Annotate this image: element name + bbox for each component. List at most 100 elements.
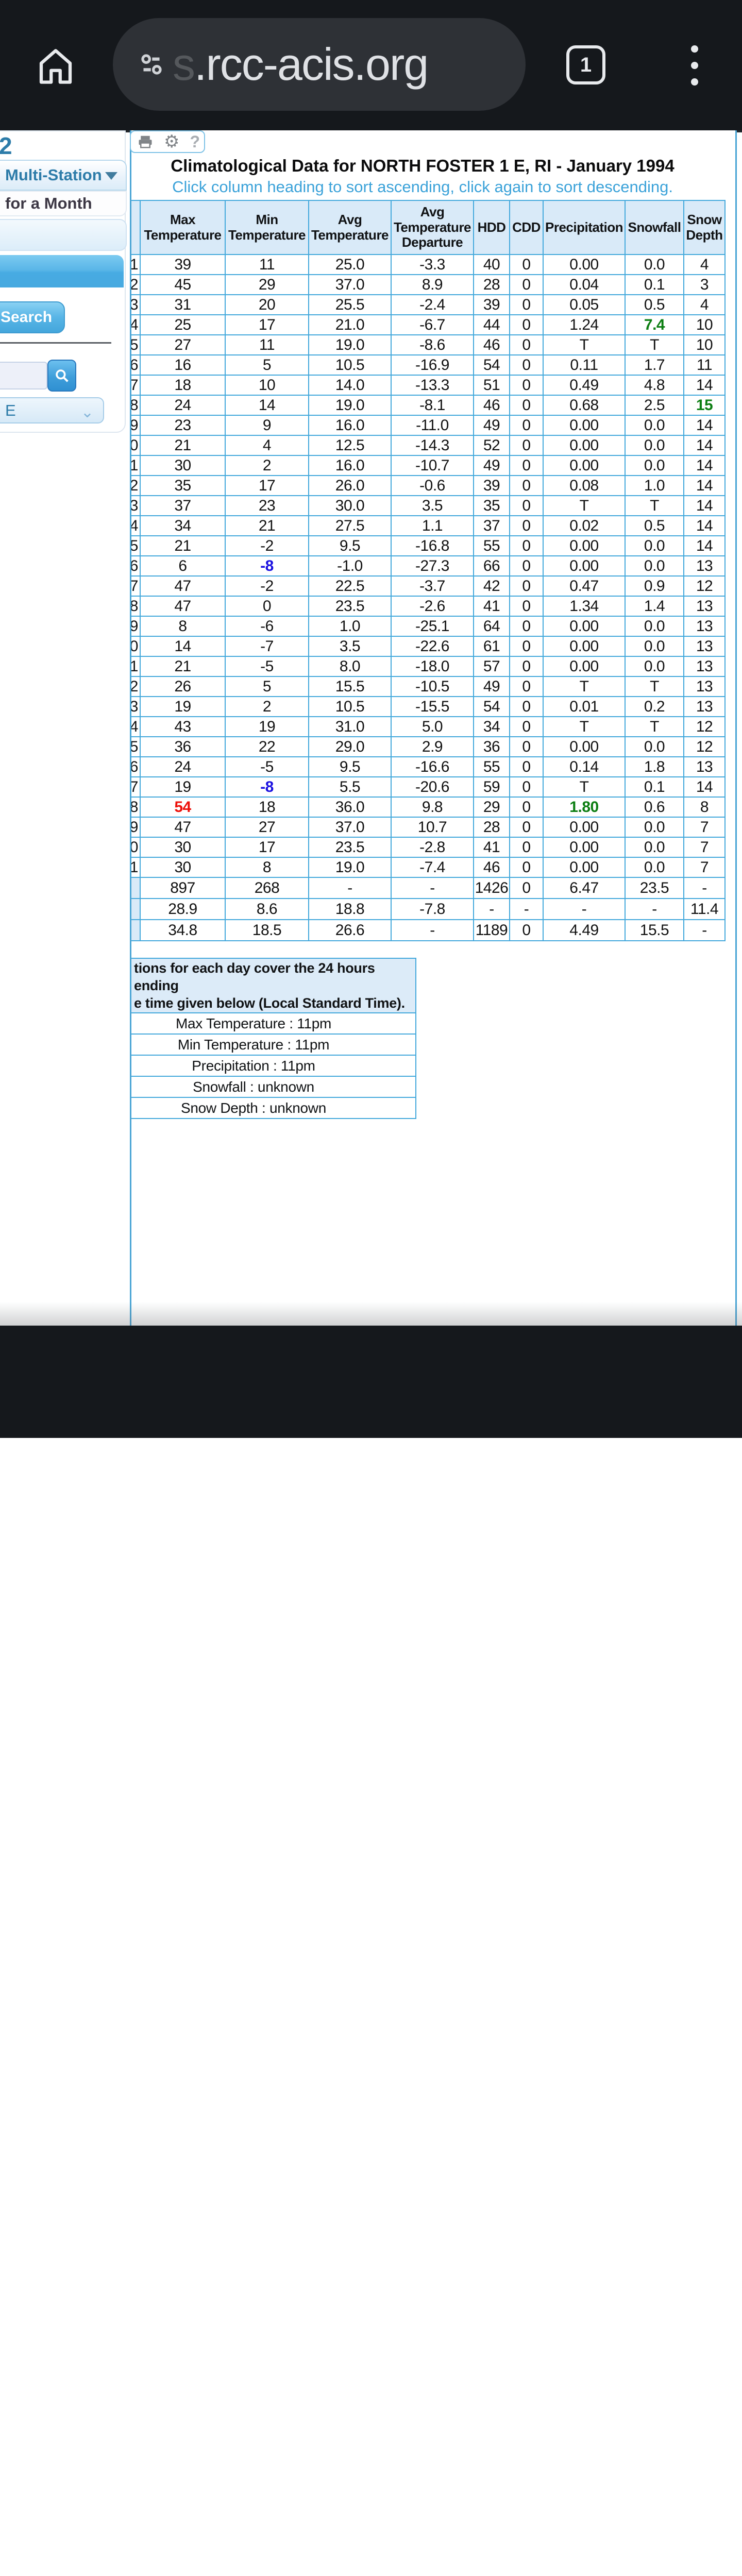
value-cell: 0.6 <box>625 796 684 818</box>
search-icon-button[interactable] <box>47 360 76 392</box>
value-cell: 10.5 <box>308 354 392 376</box>
column-header[interactable]: Snow Depth <box>683 200 726 255</box>
value-cell: - <box>391 919 474 941</box>
value-cell: 1.24 <box>543 314 626 335</box>
value-cell: 24 <box>140 756 226 777</box>
value-cell: 0.0 <box>625 616 684 637</box>
value-cell: 35 <box>140 475 226 496</box>
value-cell: -2.4 <box>391 294 474 315</box>
day-cell: 12 <box>131 475 141 496</box>
value-cell: 36.0 <box>308 796 392 818</box>
value-cell: 2 <box>225 696 309 717</box>
value-cell: 0 <box>509 696 544 717</box>
value-cell: 0 <box>509 877 544 899</box>
sidebar-divider <box>0 342 111 344</box>
column-header[interactable]: Snowfall <box>625 200 684 255</box>
value-cell: 24 <box>140 395 226 416</box>
value-cell: 39 <box>473 475 510 496</box>
value-cell: 7 <box>683 817 726 838</box>
value-cell: 30 <box>140 455 226 476</box>
search-button[interactable]: Search <box>0 301 65 333</box>
value-cell: 0.11 <box>543 354 626 376</box>
print-icon[interactable] <box>137 134 154 149</box>
value-cell: -27.3 <box>391 555 474 577</box>
empty-option-field[interactable] <box>0 219 127 251</box>
column-header[interactable]: HDD <box>473 200 510 255</box>
value-cell: 25.0 <box>308 254 392 275</box>
value-cell: 0.00 <box>543 535 626 556</box>
value-cell: T <box>625 334 684 355</box>
day-cell: 15 <box>131 535 141 556</box>
column-header[interactable] <box>131 200 141 255</box>
station-search-input[interactable] <box>0 362 47 389</box>
value-cell: 11 <box>683 354 726 376</box>
settings-gear-icon[interactable]: ⚙ <box>164 131 180 152</box>
value-cell: 46 <box>473 857 510 878</box>
column-header[interactable]: Avg Temperature <box>308 200 392 255</box>
value-cell: 1426 <box>473 877 510 899</box>
value-cell: 47 <box>140 575 226 597</box>
value-cell: 0.04 <box>543 274 626 295</box>
active-section-band[interactable] <box>0 255 124 287</box>
value-cell: 4 <box>683 294 726 315</box>
value-cell: 0 <box>509 535 544 556</box>
home-button[interactable] <box>34 44 77 88</box>
value-cell: -22.6 <box>391 636 474 657</box>
station-dropdown[interactable]: E ⌄ <box>0 397 104 423</box>
value-cell: 29 <box>473 796 510 818</box>
help-icon[interactable]: ? <box>190 132 200 151</box>
day-cell: 26 <box>131 756 141 777</box>
value-cell: -20.6 <box>391 776 474 798</box>
value-cell: -18.0 <box>391 656 474 677</box>
period-select[interactable]: for a Month <box>0 191 127 216</box>
observation-times-table: tions for each day cover the 24 hours en… <box>131 958 416 1119</box>
value-cell: 49 <box>473 415 510 436</box>
value-cell: 22 <box>225 736 309 757</box>
value-cell: - <box>543 898 626 920</box>
value-cell: 0 <box>509 435 544 456</box>
value-cell: 1.4 <box>625 596 684 617</box>
column-header[interactable]: Avg Temperature Departure <box>391 200 474 255</box>
day-cell: 14 <box>131 515 141 536</box>
column-header[interactable]: Min Temperature <box>225 200 309 255</box>
day-cell: 18 <box>131 596 141 617</box>
value-cell: 0.00 <box>543 857 626 878</box>
value-cell: 55 <box>473 756 510 777</box>
value-cell: 0.02 <box>543 515 626 536</box>
value-cell: 28 <box>473 274 510 295</box>
value-cell: 0 <box>509 837 544 858</box>
value-cell: 0 <box>509 756 544 777</box>
value-cell: 16.0 <box>308 415 392 436</box>
value-cell: 16.0 <box>308 455 392 476</box>
tab-switcher-button[interactable]: 1 <box>566 45 605 84</box>
url-text: s.rcc-acis.org <box>173 39 429 90</box>
value-cell: 31 <box>140 294 226 315</box>
value-cell: 0.01 <box>543 696 626 717</box>
url-bar[interactable]: s.rcc-acis.org <box>113 18 526 111</box>
value-cell: 27 <box>225 817 309 838</box>
value-cell: 0 <box>509 636 544 657</box>
value-cell: 36 <box>473 736 510 757</box>
value-cell: - <box>391 877 474 899</box>
value-cell: 0.0 <box>625 857 684 878</box>
value-cell: -7.8 <box>391 898 474 920</box>
value-cell: 25.5 <box>308 294 392 315</box>
station-mode-select[interactable]: Multi-Station <box>0 160 127 191</box>
day-cell: 16 <box>131 555 141 577</box>
day-cell: 19 <box>131 616 141 637</box>
column-header[interactable]: Precipitation <box>543 200 626 255</box>
value-cell: 0.00 <box>543 656 626 677</box>
value-cell: -16.6 <box>391 756 474 777</box>
value-cell: 37 <box>140 495 226 516</box>
column-header[interactable]: CDD <box>509 200 544 255</box>
value-cell: -5 <box>225 756 309 777</box>
value-cell: -15.5 <box>391 696 474 717</box>
sort-hint: Click column heading to sort ascending, … <box>172 178 673 196</box>
value-cell: 2.5 <box>625 395 684 416</box>
value-cell: T <box>543 334 626 355</box>
column-header[interactable]: Max Temperature <box>140 200 226 255</box>
value-cell: 0.5 <box>625 515 684 536</box>
